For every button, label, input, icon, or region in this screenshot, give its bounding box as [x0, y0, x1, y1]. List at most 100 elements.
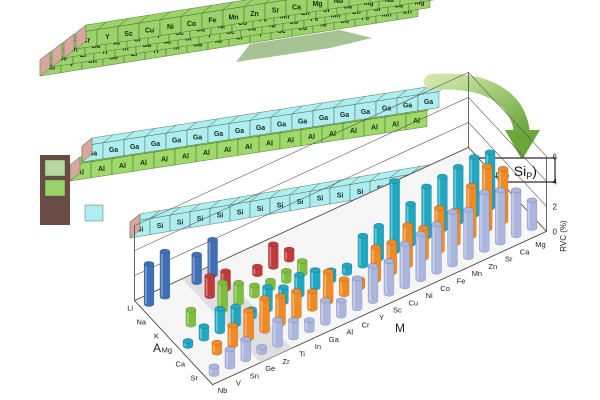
cube-symbol: Ga [424, 99, 433, 106]
cube-symbol: Fe [259, 17, 267, 24]
bar-Sr-Co [431, 221, 442, 275]
cube-symbol: Fe [310, 16, 318, 23]
a-tick-label: Sr [191, 374, 199, 383]
bar-shine [216, 308, 218, 332]
bar-cap [437, 173, 448, 180]
m-tick-label: Ti [299, 350, 305, 359]
cube-symbol: Al [140, 160, 147, 167]
bar-shine [401, 243, 403, 287]
bar-Ca-Zr [259, 295, 270, 334]
z-axis-title: RVC (%) [559, 220, 568, 252]
bar-shine [244, 310, 247, 339]
cube-symbol: Al [203, 150, 210, 157]
cube-symbol: Zn [352, 9, 361, 16]
bar-Sr-Y [367, 263, 379, 304]
bar-Mg-Ge [230, 303, 241, 327]
bar-shine [324, 271, 326, 302]
bar-Sr-In [304, 317, 315, 333]
m-tick-label: Ca [520, 247, 530, 256]
cube-symbol: Nb [46, 64, 55, 71]
cube-symbol: Cu [247, 26, 256, 33]
bar-shine [454, 166, 457, 222]
cube-symbol: Ga [235, 128, 244, 135]
bar-Mg-Y [341, 262, 353, 276]
bar-cap [367, 263, 379, 269]
cube-symbol: Y [207, 32, 212, 39]
cube-symbol: Si [157, 223, 164, 230]
cube-symbol: Co [238, 20, 247, 27]
bar-cap [281, 268, 292, 274]
cube-symbol: Ga [193, 134, 202, 141]
bar-shine [250, 285, 253, 296]
bar-shine [205, 276, 208, 297]
bar-cap [224, 346, 236, 353]
bar-K-Al [297, 258, 308, 277]
cube-symbol: Ga [88, 150, 97, 157]
bar-cap [272, 316, 283, 323]
formula-close: ) [532, 163, 537, 179]
cube-symbol: Fe [208, 18, 216, 25]
bar-shine [184, 341, 186, 346]
cube-symbol: Zn [403, 8, 412, 15]
bar-shine [192, 254, 195, 283]
bar-cap [405, 200, 416, 207]
bar-cap [227, 322, 239, 329]
bar-cap [357, 232, 369, 239]
bar-shine [308, 291, 311, 309]
cube-symbol: Sr [272, 8, 280, 15]
a-tick-label: Li [127, 304, 133, 313]
curved-arrow-icon [424, 73, 540, 160]
bar-Sr-Ni [415, 231, 426, 282]
cube-front [369, 0, 390, 4]
cube-symbol: Ca [394, 3, 403, 10]
left-block-cube [44, 159, 66, 177]
cube-symbol: Ga [340, 112, 349, 119]
m-tick-label: Ga [329, 335, 340, 344]
m-tick-label: Cu [409, 298, 419, 307]
cube-symbol: Ga [382, 106, 391, 113]
bar-shine [231, 306, 234, 325]
bar-shine [208, 239, 211, 275]
a-tick-label: Mg [162, 346, 172, 355]
cube-symbol: Al [287, 137, 294, 144]
bar-shine [187, 309, 189, 325]
bar-cap [233, 279, 244, 286]
bar-shine [464, 209, 467, 258]
cube-symbol: Si [297, 199, 304, 206]
row-end-face [39, 51, 51, 77]
green-cube-row-3: CrYScCuNiCoFeMnZnSrCaMgNbVSnGeZrTi [75, 0, 390, 50]
bar-cap [402, 222, 413, 228]
row-end-face [63, 33, 75, 59]
cube-symbol: Ga [193, 41, 202, 48]
bar-Sr-Ca [510, 187, 522, 239]
m-axis-title: M [395, 321, 405, 335]
cube-symbol: Mn [330, 12, 340, 19]
cube-symbol: Si [177, 220, 184, 227]
cube-symbol: Cu [298, 25, 307, 32]
cube-symbol: Al [119, 163, 126, 170]
bar-cap [418, 224, 429, 231]
cube-symbol: Ga [214, 131, 223, 138]
bar-cap [288, 317, 299, 323]
cube-symbol: Sn [88, 58, 97, 65]
cube-symbol: Si [237, 209, 244, 216]
bar-cap [479, 189, 490, 196]
formula-mid2: , Si [506, 163, 526, 179]
cube-symbol: Mn [228, 14, 238, 21]
cube-symbol: Si [317, 196, 324, 203]
cube-symbol: Mg [414, 0, 424, 6]
bar-cap [220, 268, 231, 275]
bar-shine [311, 270, 313, 288]
bar-Mg-V [198, 323, 210, 342]
bar-Ca-Ge [243, 307, 254, 341]
cube-symbol: Zn [250, 11, 259, 18]
bar-cap [526, 197, 538, 204]
cube-symbol: Al [164, 39, 171, 46]
bar-cap [204, 273, 215, 279]
bar-shine [257, 347, 260, 353]
bar-cap [469, 154, 480, 160]
bar-Sr-V [224, 346, 236, 370]
bar-shine [226, 349, 228, 367]
bar-cap [323, 268, 334, 275]
m-tick-label: Sc [393, 306, 402, 315]
